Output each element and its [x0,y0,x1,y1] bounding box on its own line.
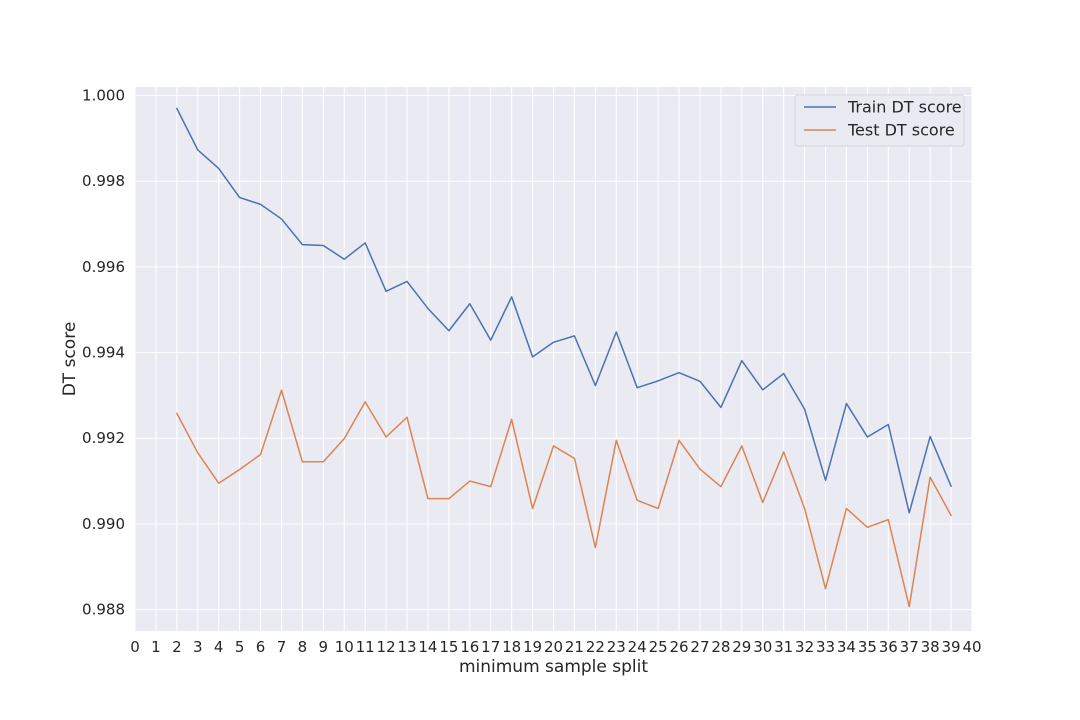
grid-lines [134,87,973,631]
x-tick-label: 38 [921,638,940,656]
y-tick-label: 0.998 [82,172,125,190]
series-line-train [176,107,952,514]
x-tick-label: 7 [277,638,287,656]
x-tick-label: 35 [858,638,877,656]
y-tick-label: 0.992 [82,429,125,447]
x-tick-label: 21 [565,638,584,656]
x-tick-label: 40 [962,638,981,656]
y-tick-label: 0.994 [82,344,125,362]
y-tick-label: 0.990 [82,515,125,533]
x-tick-label: 33 [816,638,835,656]
x-tick-label: 37 [900,638,919,656]
y-tick-label: 0.996 [82,258,125,276]
series-line-test [176,389,952,608]
legend: Train DT score Test DT score [794,94,965,147]
x-tick-label: 24 [628,638,647,656]
x-tick-label: 17 [481,638,500,656]
x-tick-label: 30 [753,638,772,656]
y-tick-label: 1.000 [82,87,125,105]
x-tick-label: 31 [774,638,793,656]
y-axis-title: DT score [60,322,80,397]
x-tick-label: 4 [214,638,224,656]
x-tick-label: 14 [418,638,437,656]
x-tick-label: 2 [172,638,182,656]
x-tick-label: 10 [335,638,354,656]
x-tick-label: 3 [193,638,203,656]
x-tick-label: 5 [235,638,245,656]
x-tick-label: 11 [356,638,375,656]
legend-label-train: Train DT score [847,98,962,117]
x-tick-label: 22 [586,638,605,656]
series-layer [176,107,952,608]
x-tick-label: 15 [439,638,458,656]
x-tick-label: 27 [690,638,709,656]
x-tick-label: 16 [460,638,479,656]
x-tick-label: 18 [502,638,521,656]
x-tick-label: 28 [711,638,730,656]
x-tick-label: 8 [298,638,308,656]
x-tick-label: 1 [151,638,161,656]
x-tick-labels: 0 1 2 3 4 5 6 7 8 9 10 11 12 13 14 15 16 17 18 19 20 21 22 23 24… [130,638,981,656]
x-tick-label: 19 [523,638,542,656]
x-tick-label: 12 [377,638,396,656]
x-tick-label: 13 [397,638,416,656]
x-tick-label: 20 [544,638,563,656]
legend-box [794,94,965,147]
x-axis-title: minimum sample split [459,657,648,677]
x-tick-label: 25 [649,638,668,656]
y-tick-labels: 0.988 0.990 0.992 0.994 0.996 0.998 1.000 [82,87,125,619]
x-tick-label: 23 [607,638,626,656]
x-tick-label: 29 [732,638,751,656]
x-tick-label: 9 [319,638,329,656]
x-tick-label: 26 [670,638,689,656]
x-tick-label: 34 [837,638,856,656]
x-tick-label: 6 [256,638,266,656]
x-tick-label: 32 [795,638,814,656]
legend-label-test: Test DT score [847,121,955,140]
y-tick-label: 0.988 [82,601,125,619]
x-tick-label: 36 [879,638,898,656]
x-tick-label: 0 [130,638,140,656]
x-tick-label: 39 [942,638,961,656]
